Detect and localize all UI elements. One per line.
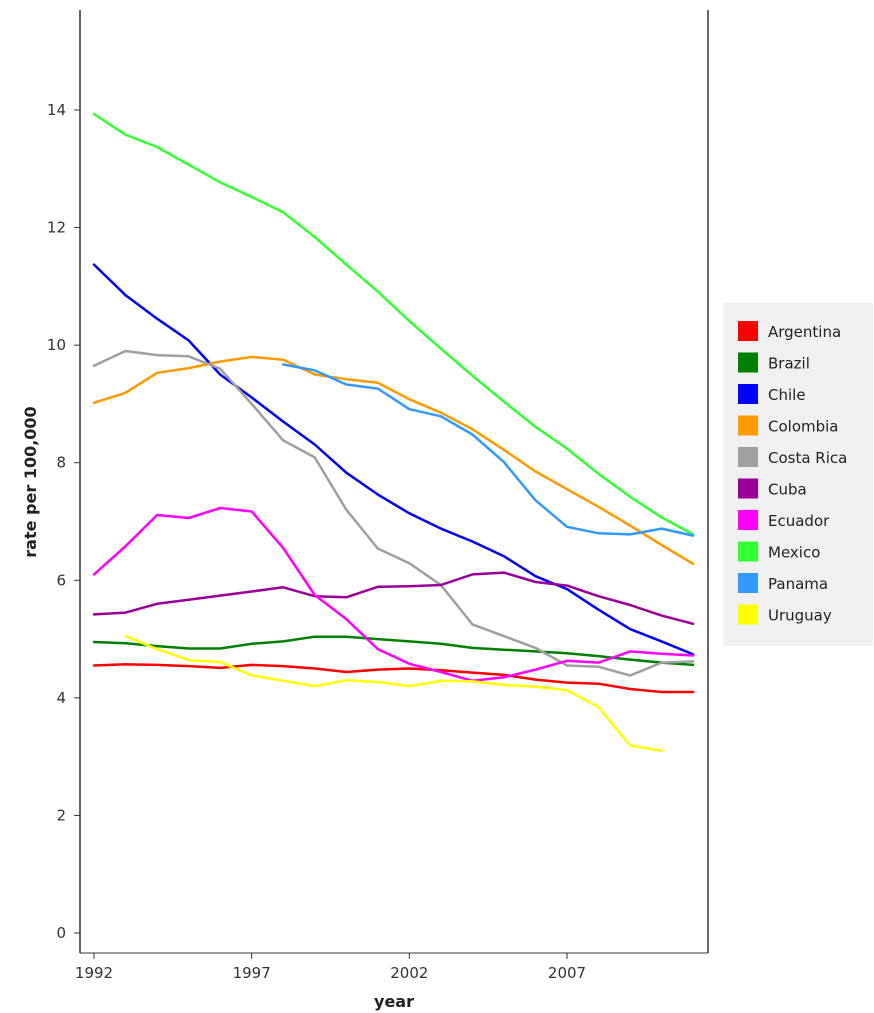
legend-swatch xyxy=(738,478,758,499)
y-tick-label: 8 xyxy=(56,454,66,472)
legend-label: Ecuador xyxy=(768,512,830,530)
y-axis-title: rate per 100,000 xyxy=(21,406,40,557)
y-tick-label: 0 xyxy=(56,924,66,942)
legend-swatch xyxy=(738,415,758,436)
y-axis-ticks: 0 2 4 6 8 10 12 14 xyxy=(47,101,80,942)
series-lines xyxy=(92,112,695,753)
plot-frame xyxy=(79,10,709,954)
series-line-uruguay xyxy=(124,634,663,753)
legend-swatch xyxy=(738,384,758,404)
series-line-brazil xyxy=(92,635,695,667)
x-tick-label: 2007 xyxy=(548,964,586,982)
series-line-argentina xyxy=(92,663,695,694)
series-line-costa-rica xyxy=(92,349,695,677)
x-axis-title: year xyxy=(374,992,414,1011)
y-tick-label: 2 xyxy=(56,806,66,824)
series-line-colombia xyxy=(92,355,695,566)
series-line-chile xyxy=(92,263,695,656)
legend-label: Brazil xyxy=(768,355,810,373)
series-line-ecuador xyxy=(92,506,695,683)
legend-label: Chile xyxy=(768,386,806,404)
legend: Argentina Brazil Chile Colombia Costa Rica Cu… xyxy=(723,303,873,646)
legend-swatch xyxy=(738,573,758,593)
y-tick-label: 12 xyxy=(47,219,66,237)
legend-swatch xyxy=(738,510,758,530)
legend-swatch xyxy=(738,541,758,562)
x-axis-ticks: 1992 1997 2002 2007 xyxy=(75,953,586,982)
y-tick-label: 14 xyxy=(47,101,66,119)
y-tick-label: 10 xyxy=(47,336,66,354)
legend-label: Mexico xyxy=(768,544,820,562)
y-tick-label: 6 xyxy=(56,571,66,589)
y-tick-label: 4 xyxy=(56,689,66,707)
legend-label: Panama xyxy=(768,575,828,593)
series-line-mexico xyxy=(92,112,695,536)
legend-label: Costa Rica xyxy=(768,449,847,467)
legend-swatch xyxy=(738,321,758,341)
legend-swatch xyxy=(738,604,758,625)
x-tick-label: 1997 xyxy=(233,964,271,982)
series-line-cuba xyxy=(92,571,695,626)
x-tick-label: 1992 xyxy=(75,964,113,982)
series-line-panama xyxy=(281,363,695,537)
legend-label: Uruguay xyxy=(768,607,832,625)
x-tick-label: 2002 xyxy=(390,964,428,982)
legend-label: Cuba xyxy=(768,481,807,499)
legend-swatch xyxy=(738,447,758,467)
legend-label: Colombia xyxy=(768,418,839,436)
legend-swatch xyxy=(738,352,758,373)
legend-label: Argentina xyxy=(768,323,841,341)
